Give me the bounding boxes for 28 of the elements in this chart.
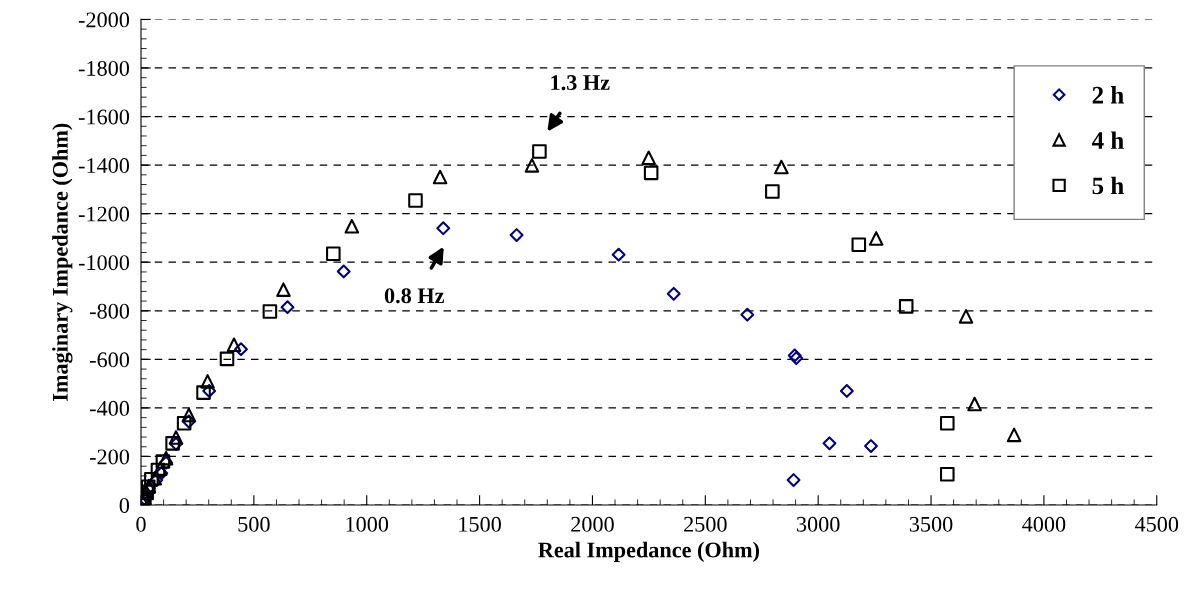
- x-axis-title: Real Impedance (Ohm): [538, 541, 760, 562]
- y-tick-label: -800: [89, 303, 130, 319]
- x-tick-label: 500: [238, 516, 270, 532]
- y-tick-label: -1200: [78, 206, 130, 222]
- x-tick-label: 4500: [1134, 516, 1179, 532]
- x-tick-label: 2500: [684, 516, 727, 532]
- y-axis-title: Imaginary Impedance (Ohm): [52, 123, 73, 401]
- y-tick-label: -600: [89, 352, 130, 368]
- x-tick-label: 4000: [1022, 516, 1066, 532]
- legend-label: 5 h: [1092, 176, 1124, 195]
- legend-label: 2 h: [1092, 86, 1124, 104]
- legend-label: 4 h: [1091, 131, 1124, 149]
- x-tick-label: 1000: [346, 516, 389, 532]
- annotation: 0.8 Hz: [384, 288, 444, 304]
- y-tick-label: -1800: [78, 60, 130, 76]
- y-tick-label: -200: [89, 449, 130, 465]
- x-tick-label: 0: [136, 516, 146, 532]
- y-tick-label: 0: [119, 497, 130, 513]
- x-tick-label: 2000: [571, 516, 614, 532]
- annotation: 1.3 Hz: [551, 75, 610, 91]
- y-tick-label: -2000: [78, 12, 130, 28]
- y-tick-label: -400: [89, 400, 130, 416]
- x-tick-label: 1500: [459, 516, 501, 532]
- x-tick-label: 3000: [797, 516, 840, 532]
- x-tick-label: 3500: [909, 516, 953, 532]
- y-tick-label: -1600: [78, 109, 130, 125]
- y-tick-label: -1000: [78, 255, 130, 271]
- y-tick-label: -1400: [78, 158, 130, 174]
